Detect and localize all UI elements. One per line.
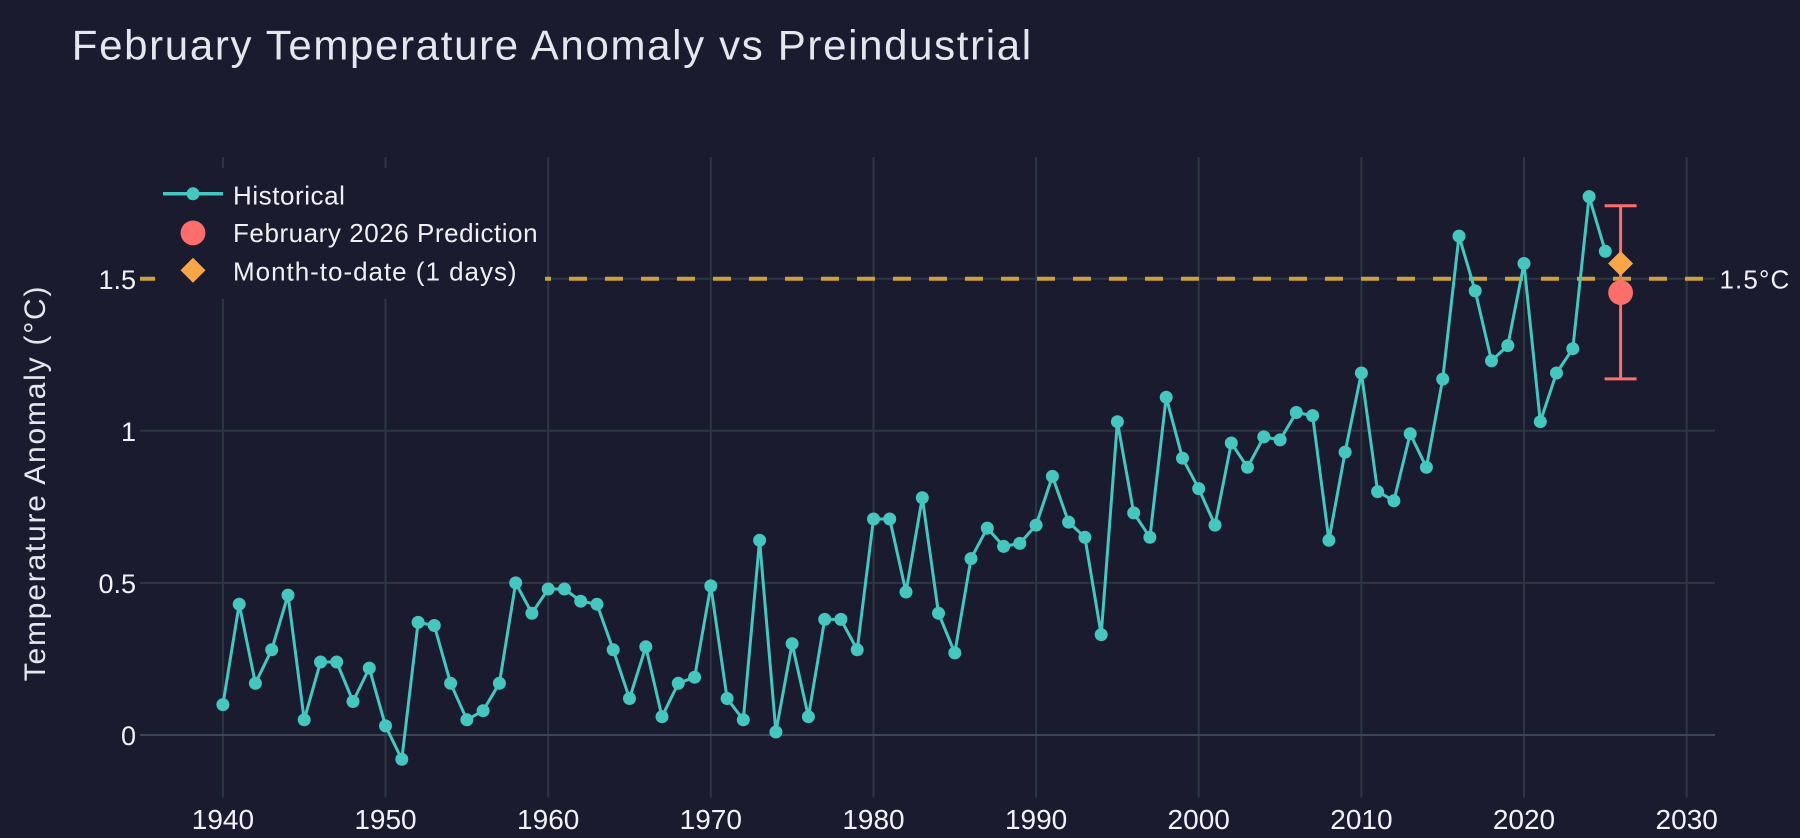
svg-text:1.5°C: 1.5°C [1720,265,1791,295]
svg-text:Historical: Historical [233,180,345,210]
svg-text:Temperature Anomaly (°C): Temperature Anomaly (°C) [19,285,52,682]
svg-text:2010: 2010 [1330,804,1392,835]
svg-text:1970: 1970 [680,804,742,835]
svg-text:2030: 2030 [1656,804,1718,835]
svg-text:1980: 1980 [842,804,904,835]
svg-text:1960: 1960 [517,804,579,835]
svg-text:1950: 1950 [354,804,416,835]
svg-text:1: 1 [121,417,136,447]
svg-text:2020: 2020 [1493,804,1555,835]
svg-text:Month-to-date (1 days): Month-to-date (1 days) [233,256,518,286]
svg-text:1940: 1940 [192,804,254,835]
svg-text:1990: 1990 [1005,804,1067,835]
svg-text:February Temperature Anomaly v: February Temperature Anomaly vs Preindus… [72,21,1033,68]
svg-text:February 2026 Prediction: February 2026 Prediction [233,218,538,248]
svg-text:2000: 2000 [1168,804,1230,835]
svg-text:0.5: 0.5 [98,569,136,599]
svg-text:1.5: 1.5 [98,265,136,295]
svg-text:0: 0 [121,721,136,751]
